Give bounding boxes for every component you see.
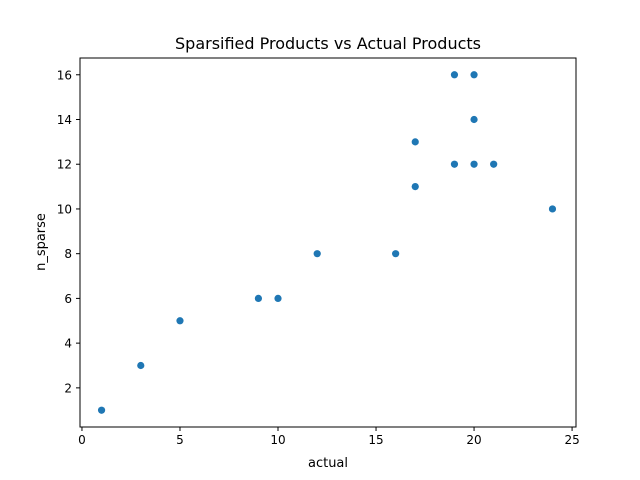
x-axis-ticks: 0 5 10 15 20 25 [78, 427, 580, 447]
data-point [274, 294, 282, 303]
data-point [97, 406, 106, 414]
chart-title: Sparsified Products vs Actual Products [175, 34, 481, 53]
x-tick-label: 5 [176, 433, 184, 447]
data-point [548, 205, 557, 213]
y-tick-label: 10 [57, 202, 72, 216]
data-point [411, 138, 419, 146]
y-tick-label: 8 [64, 247, 72, 261]
data-point [411, 182, 419, 191]
data-point [470, 160, 478, 168]
x-tick-label: 10 [270, 433, 285, 447]
y-tick-label: 14 [57, 113, 72, 127]
data-point [137, 361, 145, 370]
y-tick-label: 4 [64, 337, 72, 351]
y-tick-label: 2 [64, 381, 72, 395]
y-axis-ticks: 2 4 6 8 10 12 14 16 [57, 68, 80, 395]
y-tick-label: 16 [57, 68, 72, 82]
y-tick-label: 12 [57, 158, 72, 172]
x-axis-label: actual [308, 456, 348, 471]
data-point [470, 115, 478, 124]
x-tick-label: 15 [368, 433, 383, 447]
x-tick-label: 25 [564, 433, 579, 447]
y-tick-label: 6 [64, 292, 72, 306]
data-point [313, 250, 321, 258]
data-point [450, 71, 459, 79]
data-point [450, 160, 459, 168]
data-point [490, 160, 498, 168]
data-point [254, 294, 263, 303]
x-tick-label: 20 [466, 433, 481, 447]
data-point [392, 250, 400, 258]
data-point [176, 317, 184, 325]
plot-area-frame [79, 57, 577, 428]
data-points [97, 71, 557, 414]
data-point [470, 71, 478, 79]
x-tick-label: 0 [78, 433, 86, 447]
y-axis-label: n_sparse [34, 213, 49, 271]
